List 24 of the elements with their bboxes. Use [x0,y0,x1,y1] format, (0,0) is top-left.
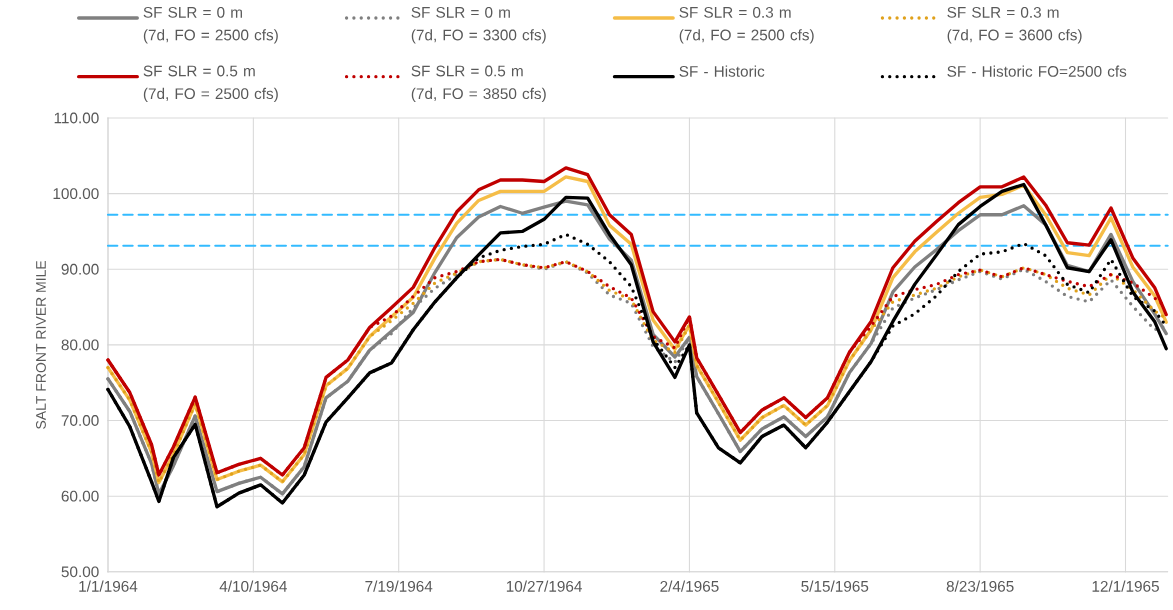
x-tick-label: 1/1/1964 [79,580,138,592]
legend-label: SF - Historic FO=2500 cfs [947,65,1127,77]
y-tick-label: 70.00 [61,415,99,427]
x-tick-label: 2/4/1965 [660,580,719,592]
y-tick-label: 80.00 [61,339,99,351]
legend-label: SF SLR = 0.3 m (7d, FO = 2500 cfs) [679,7,814,44]
x-tick-label: 7/19/1964 [365,580,433,592]
legend-label: SF SLR = 0 m (7d, FO = 3300 cfs) [411,7,546,44]
y-tick-label: 60.00 [61,490,99,502]
y-tick-label: 110.00 [54,112,99,124]
y-tick-label: 90.00 [61,263,99,275]
legend-label: SF - Historic [679,65,765,77]
x-tick-label: 4/10/1964 [219,580,287,592]
legend-label: SF SLR = 0.3 m (7d, FO = 3600 cfs) [947,7,1082,44]
y-tick-label: 50.00 [61,566,99,578]
y-axis-title: SALT FRONT RIVER MILE [36,260,46,429]
legend-label: SF SLR = 0.5 m (7d, FO = 3850 cfs) [411,65,546,103]
x-tick-label: 12/1/1965 [1092,580,1159,592]
legend-label: SF SLR = 0.5 m (7d, FO = 2500 cfs) [143,65,278,103]
x-tick-label: 8/23/1965 [946,580,1014,592]
x-tick-label: 10/27/1964 [506,580,582,592]
legend-label: SF SLR = 0 m (7d, FO = 2500 cfs) [143,7,278,44]
y-tick-label: 100.00 [53,188,99,200]
x-tick-label: 5/15/1965 [801,580,869,592]
